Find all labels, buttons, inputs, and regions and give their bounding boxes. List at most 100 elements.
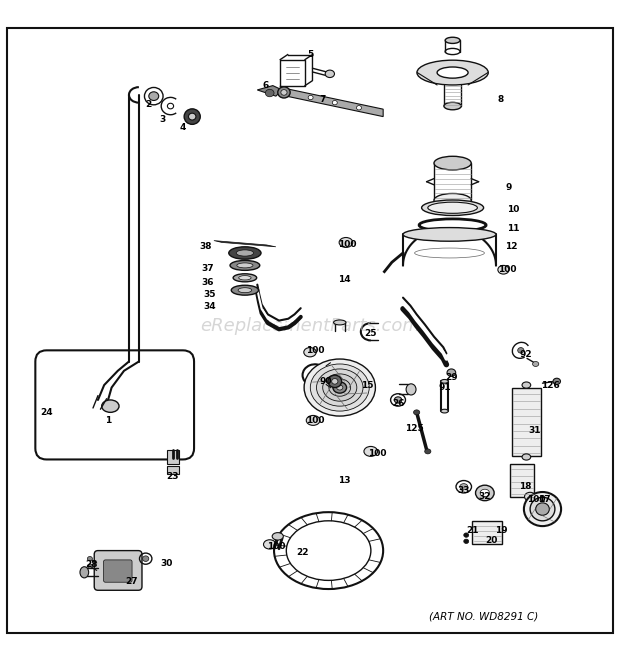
- Polygon shape: [214, 241, 276, 247]
- Text: 33: 33: [458, 486, 470, 495]
- Text: 15: 15: [361, 381, 373, 389]
- Text: 19: 19: [495, 525, 507, 535]
- Text: 34: 34: [203, 303, 216, 311]
- Text: 100: 100: [527, 494, 546, 504]
- Ellipse shape: [434, 156, 471, 170]
- Ellipse shape: [406, 384, 416, 395]
- Text: 35: 35: [203, 290, 216, 299]
- Ellipse shape: [149, 92, 159, 100]
- Bar: [512, 387, 541, 455]
- Text: 36: 36: [202, 278, 214, 287]
- Ellipse shape: [445, 37, 460, 44]
- Ellipse shape: [498, 266, 509, 274]
- Text: 22: 22: [296, 548, 309, 557]
- Ellipse shape: [87, 557, 92, 561]
- Text: 12: 12: [505, 243, 518, 251]
- Text: 21: 21: [466, 525, 479, 535]
- Ellipse shape: [434, 194, 471, 207]
- Ellipse shape: [414, 410, 420, 415]
- Ellipse shape: [265, 89, 274, 97]
- Ellipse shape: [306, 416, 320, 426]
- Text: 24: 24: [40, 408, 53, 417]
- Ellipse shape: [525, 492, 536, 501]
- Ellipse shape: [308, 95, 313, 100]
- Ellipse shape: [522, 382, 531, 388]
- Ellipse shape: [524, 492, 561, 526]
- Ellipse shape: [278, 87, 290, 98]
- Text: 28: 28: [86, 561, 98, 569]
- Text: 100: 100: [267, 542, 285, 551]
- Ellipse shape: [188, 113, 196, 120]
- Text: 31: 31: [528, 426, 541, 436]
- Text: 100: 100: [498, 265, 516, 274]
- Ellipse shape: [281, 90, 287, 95]
- Ellipse shape: [332, 100, 337, 105]
- Text: 14: 14: [338, 275, 350, 284]
- Text: 100: 100: [338, 241, 356, 249]
- Ellipse shape: [239, 276, 251, 280]
- Text: 30: 30: [160, 559, 172, 568]
- Ellipse shape: [425, 449, 431, 454]
- Ellipse shape: [311, 364, 370, 411]
- Ellipse shape: [536, 503, 549, 516]
- Ellipse shape: [428, 202, 477, 214]
- Text: 100: 100: [306, 346, 324, 355]
- Text: 11: 11: [507, 223, 520, 233]
- Ellipse shape: [394, 397, 402, 403]
- Ellipse shape: [522, 454, 531, 460]
- Text: 13: 13: [338, 476, 350, 485]
- Text: 91: 91: [439, 383, 451, 392]
- Ellipse shape: [480, 489, 490, 496]
- Ellipse shape: [533, 362, 539, 366]
- Ellipse shape: [464, 539, 469, 543]
- Ellipse shape: [329, 379, 351, 396]
- Polygon shape: [286, 89, 383, 116]
- Bar: [510, 465, 534, 496]
- Ellipse shape: [304, 359, 376, 416]
- Text: 37: 37: [202, 264, 214, 273]
- Text: 1: 1: [105, 416, 112, 425]
- Ellipse shape: [326, 70, 335, 77]
- Ellipse shape: [441, 379, 448, 383]
- Ellipse shape: [230, 260, 260, 270]
- Ellipse shape: [339, 237, 353, 247]
- Ellipse shape: [236, 250, 254, 256]
- Text: 2: 2: [146, 100, 152, 108]
- Ellipse shape: [229, 247, 261, 259]
- Ellipse shape: [334, 320, 346, 325]
- Text: 23: 23: [166, 472, 179, 481]
- Text: 126: 126: [541, 381, 560, 389]
- Ellipse shape: [464, 533, 469, 537]
- Polygon shape: [257, 86, 282, 96]
- Text: 125: 125: [405, 424, 423, 433]
- Ellipse shape: [167, 103, 174, 109]
- Text: 38: 38: [200, 243, 212, 251]
- Text: 7: 7: [319, 95, 326, 104]
- Ellipse shape: [264, 540, 276, 549]
- Bar: [472, 521, 502, 545]
- Ellipse shape: [328, 375, 342, 387]
- Ellipse shape: [403, 227, 496, 241]
- Text: (ART NO. WD8291 C): (ART NO. WD8291 C): [429, 612, 538, 622]
- Text: 27: 27: [125, 577, 138, 586]
- Text: 6: 6: [262, 81, 268, 90]
- Text: eReplacementParts.com: eReplacementParts.com: [200, 317, 420, 334]
- Ellipse shape: [422, 200, 484, 215]
- Ellipse shape: [304, 348, 316, 357]
- Ellipse shape: [323, 374, 357, 401]
- Text: 4: 4: [180, 123, 186, 132]
- Text: 100: 100: [306, 416, 324, 425]
- Text: 26: 26: [392, 399, 404, 408]
- Text: 100: 100: [368, 449, 386, 458]
- Ellipse shape: [441, 409, 448, 413]
- Ellipse shape: [417, 60, 488, 85]
- Text: 5: 5: [307, 50, 313, 59]
- Ellipse shape: [437, 67, 468, 78]
- Text: 17: 17: [538, 494, 551, 504]
- Ellipse shape: [530, 497, 555, 521]
- Text: 32: 32: [479, 492, 491, 501]
- Text: 92: 92: [520, 350, 532, 358]
- Bar: [167, 450, 179, 464]
- Ellipse shape: [233, 274, 257, 282]
- Ellipse shape: [237, 263, 253, 268]
